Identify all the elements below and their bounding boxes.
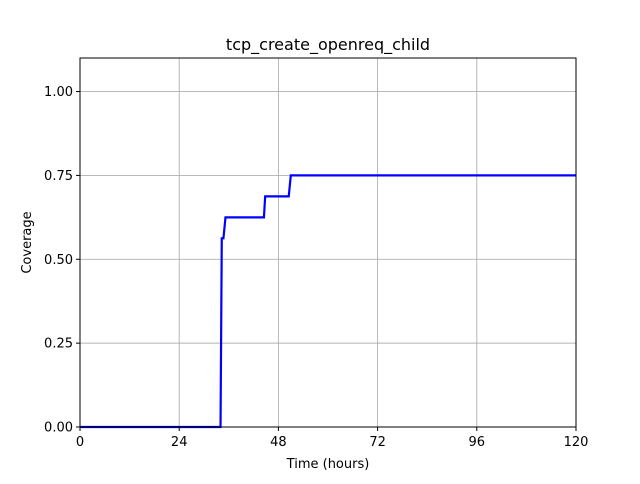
x-axis-label: Time (hours): [286, 457, 370, 472]
x-tick-label: 72: [369, 435, 386, 450]
ticks: 0 24 48 72 96 120 0.00 0.25 0.50 0.75 1.00: [44, 85, 588, 450]
x-tick-label: 120: [564, 435, 589, 450]
x-tick-label: 24: [171, 435, 188, 450]
x-tick-label: 96: [469, 435, 486, 450]
y-axis-label: Coverage: [20, 211, 35, 273]
coverage-line: [80, 174, 576, 429]
y-tick-label: 1.00: [44, 85, 73, 100]
y-tick-label: 0.25: [44, 337, 73, 352]
y-tick-label: 0.50: [44, 253, 73, 268]
x-tick-label: 48: [270, 435, 287, 450]
chart-title: tcp_create_openreq_child: [226, 35, 430, 55]
plot-frame: [79, 57, 577, 428]
y-tick-label: 0.75: [44, 169, 73, 184]
y-tick-label: 0.00: [44, 421, 73, 436]
series-layer: [80, 174, 576, 429]
x-tick-label: 0: [76, 435, 84, 450]
